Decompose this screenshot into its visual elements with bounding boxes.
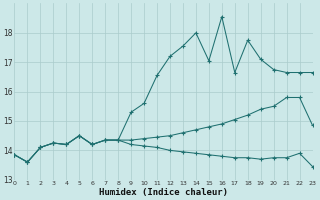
X-axis label: Humidex (Indice chaleur): Humidex (Indice chaleur) [99,188,228,197]
